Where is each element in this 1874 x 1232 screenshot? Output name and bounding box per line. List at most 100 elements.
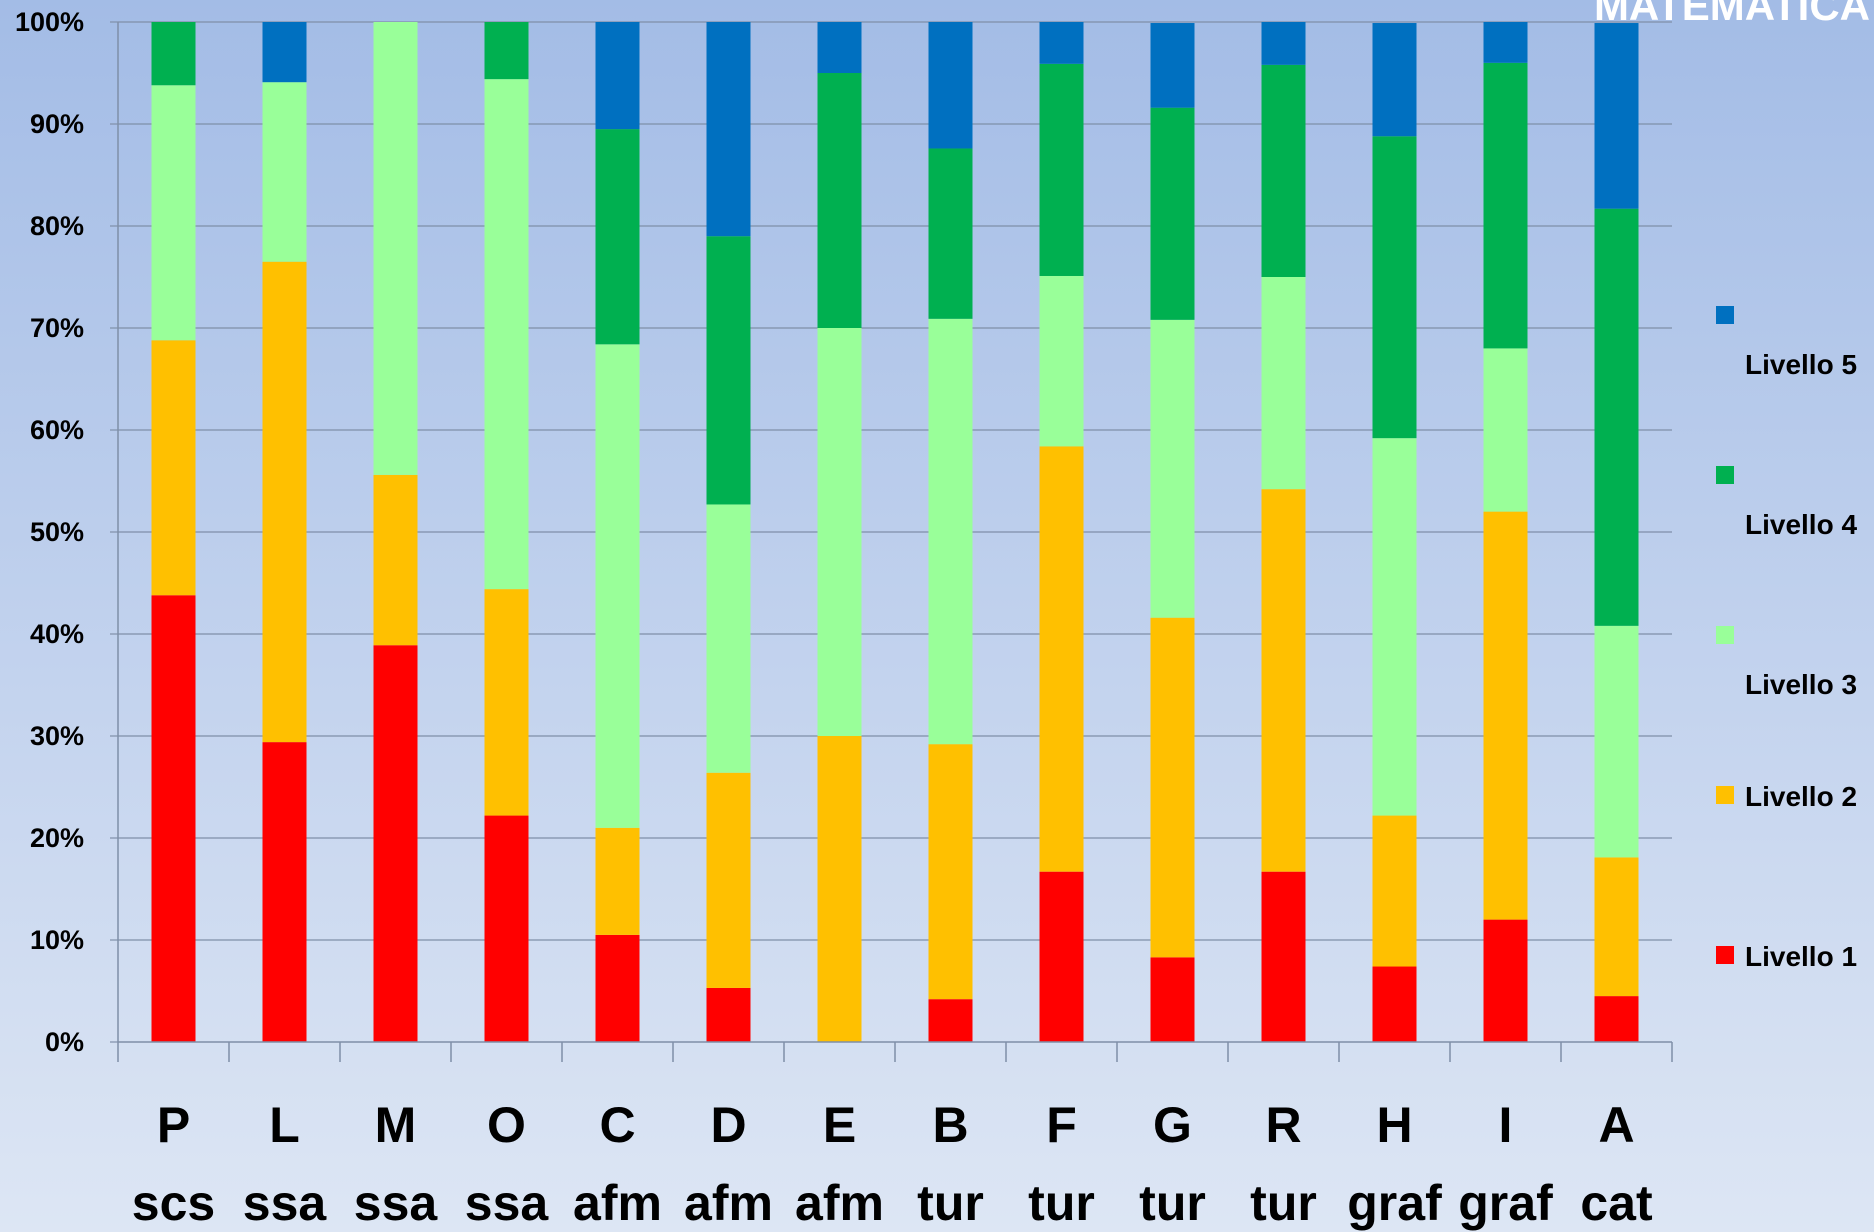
bar-segment-livello-1 xyxy=(928,999,973,1042)
legend-swatch xyxy=(1716,306,1734,324)
legend-label: Livello 1 xyxy=(1745,941,1857,972)
legend-swatch xyxy=(1716,466,1734,484)
bar-segment-livello-5 xyxy=(1483,22,1528,63)
x-category-sublabel: ssa xyxy=(354,1175,439,1231)
bar-segment-livello-4 xyxy=(595,129,640,345)
bar-segment-livello-5 xyxy=(595,22,640,130)
bar-segment-livello-4 xyxy=(1372,136,1417,439)
bar-segment-livello-3 xyxy=(817,328,862,736)
bar-segment-livello-2 xyxy=(706,772,751,988)
x-category-sublabel: graf xyxy=(1347,1175,1442,1231)
bar-segment-livello-4 xyxy=(1594,208,1639,626)
bar-segment-livello-2 xyxy=(484,589,529,816)
bar-segment-livello-1 xyxy=(151,595,196,1042)
x-category-label: R xyxy=(1265,1097,1301,1153)
bar-segment-livello-3 xyxy=(1483,348,1528,512)
bar-segment-livello-2 xyxy=(1261,489,1306,872)
bar-segment-livello-4 xyxy=(1039,63,1084,276)
bar-segment-livello-5 xyxy=(1372,23,1417,137)
bar-segment-livello-4 xyxy=(706,236,751,505)
bar-segment-livello-1 xyxy=(484,815,529,1042)
x-category-sublabel: afm xyxy=(795,1175,884,1231)
bar-segment-livello-5 xyxy=(1150,23,1195,108)
x-category-sublabel: cat xyxy=(1580,1175,1653,1231)
bar-segment-livello-1 xyxy=(1150,957,1195,1042)
bar-segment-livello-3 xyxy=(706,504,751,773)
bar-segment-livello-2 xyxy=(817,736,862,1042)
x-category-sublabel: graf xyxy=(1458,1175,1553,1231)
x-category-sublabel: tur xyxy=(1250,1175,1317,1231)
x-category-label: D xyxy=(710,1097,746,1153)
bar-segment-livello-1 xyxy=(1039,871,1084,1042)
bar-segment-livello-1 xyxy=(373,645,418,1042)
x-category-sublabel: afm xyxy=(573,1175,662,1231)
y-tick-label: 0% xyxy=(45,1027,84,1057)
bar-segment-livello-1 xyxy=(1594,996,1639,1042)
bar-segment-livello-5 xyxy=(1594,23,1639,209)
x-category-label: H xyxy=(1376,1097,1412,1153)
y-tick-label: 50% xyxy=(30,517,84,547)
bar-segment-livello-4 xyxy=(928,148,973,319)
x-category-sublabel: scs xyxy=(132,1175,215,1231)
bar-segment-livello-2 xyxy=(262,261,307,743)
y-tick-label: 80% xyxy=(30,211,84,241)
x-category-label: C xyxy=(599,1097,635,1153)
bar-segment-livello-3 xyxy=(595,344,640,828)
legend-label: Livello 3 xyxy=(1745,669,1857,700)
gridlines xyxy=(110,21,1672,1043)
bar-segment-livello-4 xyxy=(1483,62,1528,349)
bar-segment-livello-5 xyxy=(928,22,973,149)
x-category-label: A xyxy=(1598,1097,1634,1153)
x-category-label: O xyxy=(487,1097,526,1153)
bar-segment-livello-4 xyxy=(484,22,529,80)
x-category-sublabel: tur xyxy=(1028,1175,1095,1231)
bars xyxy=(151,22,1639,1042)
legend: Livello 5 Livello 4 Livello 3 Livello 2 Live… xyxy=(1716,306,1857,972)
bar-segment-livello-1 xyxy=(262,742,307,1042)
x-category-label: M xyxy=(375,1097,417,1153)
y-tick-label: 10% xyxy=(30,925,84,955)
bar-segment-livello-2 xyxy=(1483,511,1528,920)
bar-segment-livello-3 xyxy=(1261,277,1306,490)
bar-segment-livello-3 xyxy=(151,85,196,341)
bar-segment-livello-3 xyxy=(1594,625,1639,858)
bar-segment-livello-2 xyxy=(595,827,640,935)
bar-segment-livello-3 xyxy=(928,318,973,745)
x-category-label: F xyxy=(1046,1097,1077,1153)
x-category-label: G xyxy=(1153,1097,1192,1153)
x-category-label: B xyxy=(932,1097,968,1153)
bar-segment-livello-2 xyxy=(928,744,973,1000)
bar-segment-livello-3 xyxy=(1150,319,1195,618)
x-category-sublabel: tur xyxy=(1139,1175,1206,1231)
x-category-sublabel: ssa xyxy=(465,1175,550,1231)
x-category-sublabel: afm xyxy=(684,1175,773,1231)
bar-segment-livello-2 xyxy=(373,474,418,646)
bar-segment-livello-1 xyxy=(1261,871,1306,1042)
bar-segment-livello-4 xyxy=(1261,64,1306,277)
bar-segment-livello-2 xyxy=(1372,815,1417,967)
bar-segment-livello-1 xyxy=(595,934,640,1042)
legend-swatch xyxy=(1716,626,1734,644)
x-category-label: L xyxy=(269,1097,300,1153)
bar-segment-livello-2 xyxy=(1150,617,1195,958)
legend-label: Livello 5 xyxy=(1745,349,1857,380)
chart-title: MATEMATICA xyxy=(1594,0,1870,29)
bar-segment-livello-3 xyxy=(1372,438,1417,816)
bar-segment-livello-1 xyxy=(1483,919,1528,1042)
legend-label: Livello 4 xyxy=(1745,509,1857,540)
x-category-label: I xyxy=(1499,1097,1513,1153)
x-category-label: E xyxy=(823,1097,856,1153)
legend-label: Livello 2 xyxy=(1745,781,1857,812)
y-tick-label: 60% xyxy=(30,415,84,445)
bar-segment-livello-5 xyxy=(1039,22,1084,64)
bar-segment-livello-2 xyxy=(1594,857,1639,997)
bar-segment-livello-1 xyxy=(706,987,751,1042)
x-category-sublabel: ssa xyxy=(243,1175,328,1231)
bar-segment-livello-5 xyxy=(706,22,751,237)
x-category-label: P xyxy=(157,1097,190,1153)
bar-segment-livello-1 xyxy=(1372,966,1417,1042)
y-tick-label: 70% xyxy=(30,313,84,343)
bar-segment-livello-5 xyxy=(1261,22,1306,65)
bar-segment-livello-4 xyxy=(151,22,196,86)
